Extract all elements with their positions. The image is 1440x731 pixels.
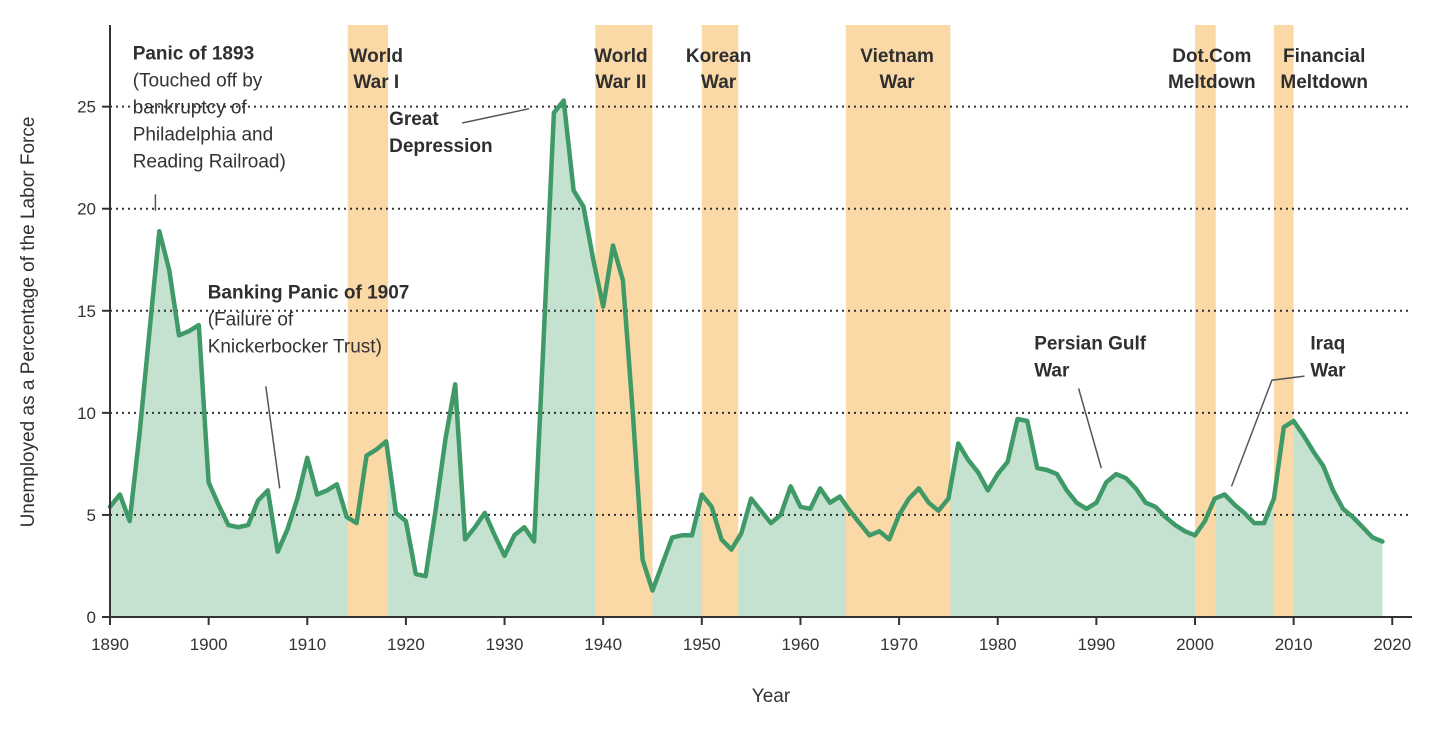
annotation-text: Philadelphia and [133,125,274,146]
annotation-leader [1077,388,1103,469]
axes: 1890 1900 1910 1920 1930 1940 1950 1960 1970 1980… [77,25,1412,654]
y-tick-label: 0 [87,608,96,627]
period-label: Vietnam War [860,46,934,93]
annotation-text: Panic of 1893 [133,44,254,65]
annotation-text: bankruptcy of [133,98,248,119]
period-label: Financial Meltdown [1280,46,1368,93]
shaded-period [1273,25,1294,617]
annotation-leader [461,107,530,124]
area-layer [110,100,1383,617]
x-tick-label: 1920 [387,635,425,654]
x-tick-label: 1970 [880,635,918,654]
annotation-text: War [1034,361,1070,382]
unemployment-line [107,98,1385,593]
x-tick-label: 1890 [91,635,129,654]
shaded-period [701,25,739,617]
y-tick-label: 5 [87,506,96,525]
x-tick-label: 1990 [1077,635,1115,654]
annotation-leader [265,386,281,489]
annotation-text: (Touched off by [133,71,263,92]
y-tick-label: 10 [77,404,96,423]
annotation-text: Reading Railroad) [133,152,286,173]
annotation-text: War [1310,361,1346,382]
x-axis-title: Year [752,686,791,707]
y-tick-label: 25 [77,98,96,117]
shaded-period [347,25,389,617]
x-tick-label: 2000 [1176,635,1214,654]
annotation-text: Persian Gulf [1034,334,1147,355]
annotation-leader [1230,375,1305,487]
annotation-text: Knickerbocker Trust) [208,337,382,358]
period-labels: World War I World War II Korean War Vietnam War… [350,46,1368,93]
y-tick-label: 20 [77,200,96,219]
x-tick-label: 1940 [584,635,622,654]
period-label: Korean War [686,46,751,93]
x-tick-label: 1930 [486,635,524,654]
annotation-text: (Failure of [208,310,294,331]
annotations: Panic of 1893 (Touched off by bankruptcy o… [133,44,1346,489]
annotation-text: Iraq [1310,334,1345,355]
x-tick-label: 1900 [190,635,228,654]
y-axis-title: Unemployed as a Percentage of the Labor … [18,117,39,528]
y-tick-label: 15 [77,302,96,321]
period-label: World War I [350,46,403,93]
annotation-text: Depression [389,136,492,157]
annotation-text: Great [389,109,439,130]
shaded-period [1195,25,1216,617]
period-label: World War II [594,46,647,93]
annotation-text: Banking Panic of 1907 [208,283,410,304]
x-tick-label: 2010 [1275,635,1313,654]
line-layer [107,98,1385,593]
x-tick-label: 1950 [683,635,721,654]
gridlines [110,105,1412,516]
x-tick-label: 1960 [782,635,820,654]
unemployment-area [110,100,1383,617]
x-tick-label: 1910 [288,635,326,654]
x-tick-label: 2020 [1373,635,1411,654]
period-label: Dot.Com Meltdown [1168,46,1256,93]
x-tick-label: 1980 [979,635,1017,654]
